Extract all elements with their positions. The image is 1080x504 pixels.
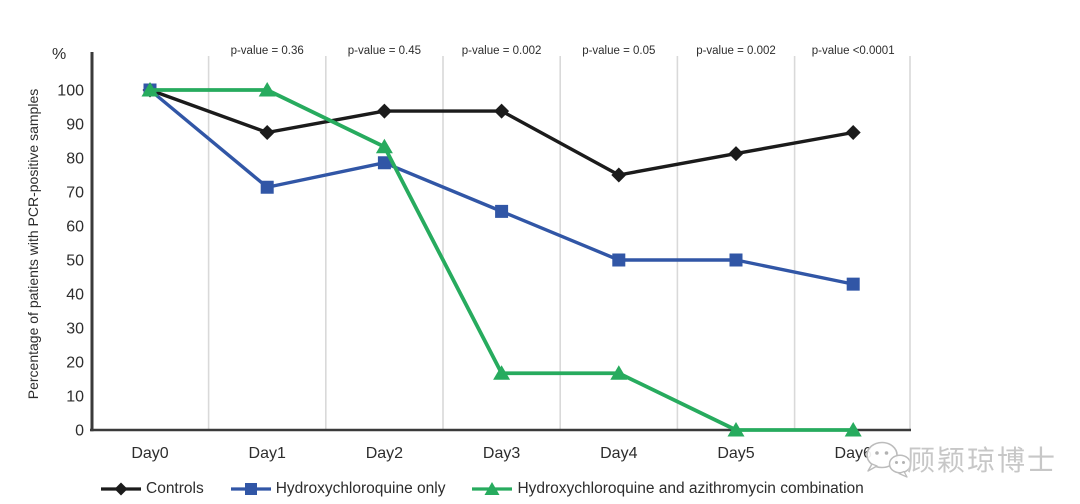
diamond-marker (494, 103, 510, 119)
y-axis-unit-label: % (52, 46, 67, 63)
watermark-text: 顾颖琼博士 (907, 445, 1058, 476)
x-tick-label: Day4 (600, 445, 637, 462)
y-tick-label: 100 (57, 83, 84, 100)
square-marker (729, 253, 743, 267)
square-marker (846, 277, 860, 291)
diamond-marker (376, 103, 392, 119)
x-tick-label: Day2 (366, 445, 403, 462)
y-tick-label: 90 (66, 117, 84, 134)
p-value-label: p-value = 0.002 (462, 45, 542, 57)
legend-label: Hydroxychloroquine only (275, 480, 446, 497)
y-tick-label: 80 (66, 151, 84, 168)
triangle-marker (141, 82, 159, 97)
p-value-label: p-value = 0.36 (231, 45, 304, 57)
legend-label: Hydroxychloroquine and azithromycin comb… (517, 480, 864, 497)
legend-item: Hydroxychloroquine and azithromycin comb… (472, 480, 864, 498)
y-tick-label: 40 (66, 287, 84, 304)
legend-label: Controls (146, 480, 204, 497)
legend-diamond-icon (101, 482, 141, 496)
y-tick-label: 0 (75, 423, 84, 440)
legend-item: Controls (101, 480, 204, 498)
x-tick-label: Day3 (483, 445, 520, 462)
y-tick-label: 20 (66, 355, 84, 372)
square-marker (612, 253, 626, 267)
triangle-marker (493, 365, 511, 380)
legend-square-icon (230, 483, 271, 495)
wechat-logo-icon (866, 441, 910, 478)
x-tick-label: Day1 (249, 445, 286, 462)
p-value-label: p-value = 0.45 (348, 45, 421, 57)
diamond-marker (259, 125, 275, 140)
triangle-marker (258, 82, 276, 97)
series-line (148, 88, 855, 177)
diamond-marker (611, 167, 627, 183)
x-tick-label: Day0 (131, 445, 168, 462)
triangle-marker (727, 422, 745, 437)
legend-item: Hydroxychloroquine only (230, 480, 446, 498)
y-tick-label: 30 (66, 321, 84, 338)
x-tick-label: Day5 (717, 445, 754, 462)
watermark: 顾颖琼博士 (858, 432, 1080, 482)
legend-triangle-icon (472, 482, 513, 495)
y-axis-title: Percentage of patients with PCR-positive… (25, 88, 41, 400)
x-tick-label: Day6 (835, 445, 872, 462)
p-value-label: p-value <0.0001 (812, 45, 895, 57)
y-tick-label: 60 (66, 219, 84, 236)
square-marker (260, 180, 274, 194)
diamond-marker (845, 125, 861, 140)
square-marker (495, 204, 509, 218)
y-tick-label: 50 (66, 253, 84, 270)
y-tick-label: 70 (66, 185, 84, 202)
legend: Controls Hydroxychloroquine only Hydroxych… (101, 480, 864, 498)
triangle-marker (375, 138, 393, 154)
p-value-label: p-value = 0.002 (696, 45, 776, 57)
series-line (148, 88, 855, 286)
diamond-marker (728, 146, 744, 162)
triangle-marker (844, 422, 862, 437)
p-value-label: p-value = 0.05 (582, 45, 655, 57)
y-tick-label: 10 (66, 389, 84, 406)
square-marker (377, 156, 391, 170)
triangle-marker (610, 365, 628, 380)
